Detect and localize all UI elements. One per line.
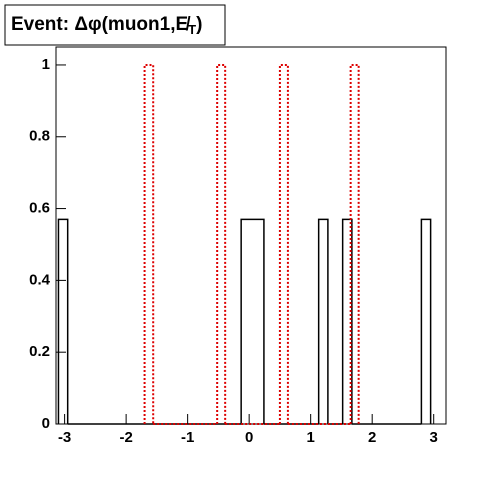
x-tick-label: -1	[181, 429, 194, 446]
y-tick-label: 1	[42, 56, 50, 73]
histogram-bin	[420, 218, 432, 424]
x-tick-label: 0	[245, 429, 253, 446]
x-tick-label: 3	[430, 429, 438, 446]
title-main: Event: Δφ(muon1,E̸	[11, 14, 191, 35]
title-subscript: T	[188, 22, 196, 37]
histogram-bin	[57, 218, 69, 424]
histogram-bin	[240, 218, 265, 424]
histogram-bin	[317, 218, 329, 424]
x-tick-label: -2	[119, 429, 132, 446]
y-tick-label: 0.2	[29, 343, 50, 360]
y-tick-label: 0.4	[29, 271, 51, 288]
chart-title: Event: Δφ(muon1,E̸T)	[11, 14, 202, 37]
x-tick-label: -3	[58, 429, 71, 446]
title-suffix: )	[196, 14, 202, 35]
y-tick-label: 0	[42, 415, 50, 432]
histogram-bin	[341, 218, 353, 424]
x-tick-label: 2	[368, 429, 376, 446]
y-tick-label: 0.8	[29, 128, 50, 145]
x-tick-label: 1	[306, 429, 314, 446]
y-tick-label: 0.6	[29, 200, 50, 217]
title-box	[4, 4, 226, 46]
